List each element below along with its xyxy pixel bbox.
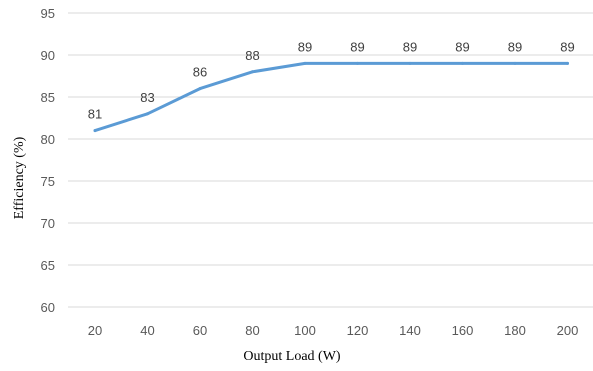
y-tick-60: 60: [41, 300, 55, 315]
data-point-120: [356, 61, 359, 65]
y-axis-ticks: 60 65 70 75 80 85 90 95: [41, 6, 55, 315]
data-label-200: 89: [560, 39, 574, 54]
data-point-160: [461, 61, 464, 65]
x-axis-title: Output Load (W): [243, 349, 341, 364]
data-point-200: [566, 61, 569, 65]
x-tick-40: 40: [140, 323, 154, 338]
x-tick-160: 160: [452, 323, 474, 338]
data-label-60: 86: [193, 65, 207, 80]
y-tick-80: 80: [41, 132, 55, 147]
data-label-20: 81: [88, 107, 102, 122]
data-labels: 81 83 86 88 89 89 89 89 89 89: [88, 39, 575, 121]
x-tick-80: 80: [245, 323, 259, 338]
data-label-80: 88: [245, 48, 259, 63]
data-point-20: [93, 129, 97, 133]
y-tick-75: 75: [41, 174, 55, 189]
data-label-40: 83: [140, 90, 154, 105]
data-point-80: [251, 70, 254, 74]
x-tick-180: 180: [504, 323, 526, 338]
x-tick-120: 120: [347, 323, 369, 338]
series-line-0: [93, 61, 569, 133]
x-tick-140: 140: [399, 323, 421, 338]
x-tick-60: 60: [193, 323, 207, 338]
data-point-140: [408, 61, 412, 65]
data-label-140: 89: [403, 39, 417, 54]
x-axis-ticks: 20 40 60 80 100 120 140 160 180 200: [88, 323, 579, 338]
x-tick-200: 200: [557, 323, 579, 338]
data-point-100: [303, 61, 307, 65]
y-tick-95: 95: [41, 6, 55, 21]
x-tick-100: 100: [294, 323, 316, 338]
data-point-180: [513, 61, 517, 65]
series-group: [93, 61, 569, 133]
data-label-180: 89: [508, 39, 522, 54]
y-axis-title: Efficiency (%): [12, 136, 27, 219]
y-tick-85: 85: [41, 90, 55, 105]
data-label-160: 89: [455, 39, 469, 54]
data-label-100: 89: [298, 39, 312, 54]
data-label-120: 89: [350, 39, 364, 54]
y-tick-70: 70: [41, 216, 55, 231]
data-point-60: [198, 87, 202, 91]
x-tick-20: 20: [88, 323, 102, 338]
y-tick-90: 90: [41, 48, 55, 63]
gridlines: [68, 12, 593, 308]
data-point-40: [146, 112, 149, 116]
y-tick-65: 65: [41, 258, 55, 273]
